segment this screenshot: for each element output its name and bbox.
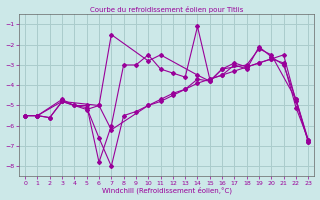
- X-axis label: Windchill (Refroidissement éolien,°C): Windchill (Refroidissement éolien,°C): [102, 187, 232, 194]
- Title: Courbe du refroidissement éolien pour Titlis: Courbe du refroidissement éolien pour Ti…: [90, 6, 244, 13]
